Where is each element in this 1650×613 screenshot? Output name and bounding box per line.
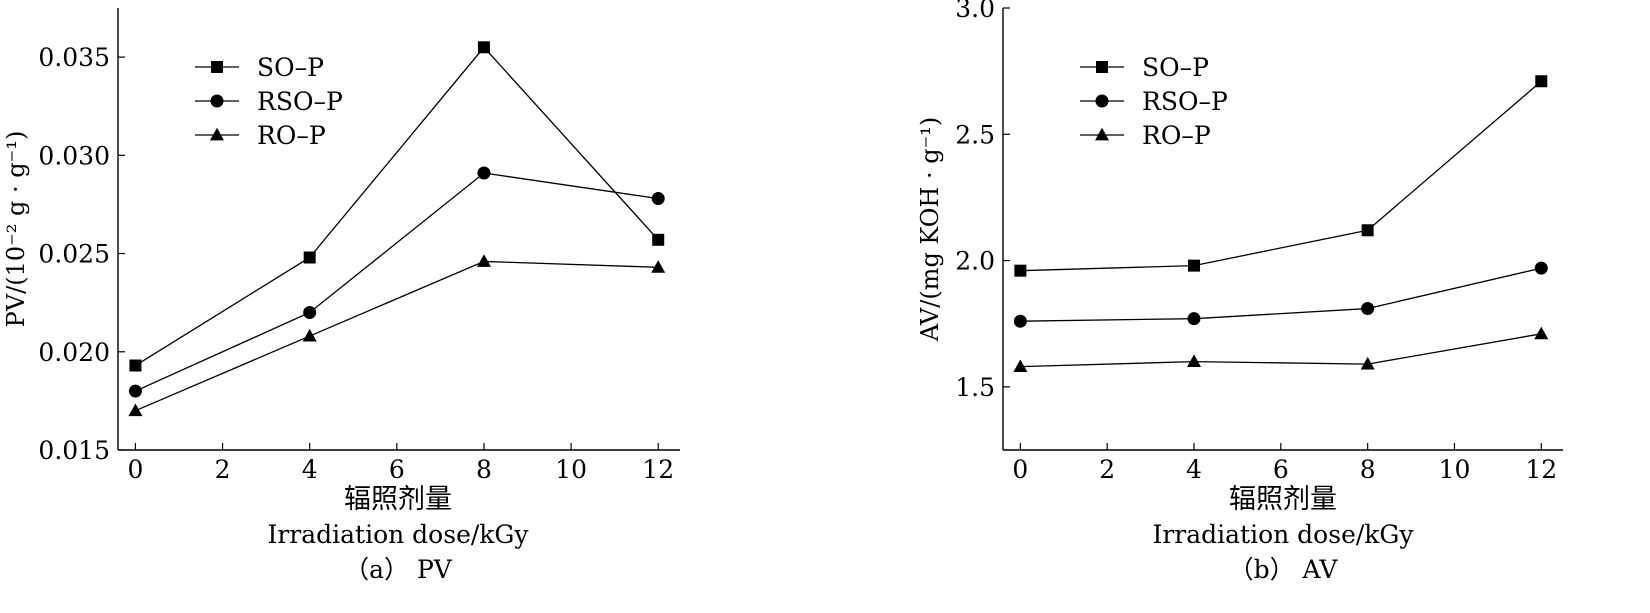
y-tick-label: 0.030 bbox=[38, 141, 110, 170]
data-point bbox=[1013, 314, 1027, 328]
legend-marker bbox=[1095, 94, 1109, 108]
data-point bbox=[1188, 259, 1201, 272]
data-point bbox=[1014, 264, 1027, 277]
x-tick-label: 10 bbox=[555, 455, 587, 484]
data-point bbox=[1534, 261, 1548, 275]
data-point bbox=[652, 233, 665, 246]
legend-marker bbox=[211, 61, 223, 73]
series-circle bbox=[128, 166, 665, 398]
y-tick-label: 0.020 bbox=[38, 338, 110, 367]
legend-marker bbox=[1096, 61, 1108, 73]
legend-label: RO–P bbox=[1142, 121, 1211, 150]
legend-marker bbox=[1095, 127, 1109, 141]
data-point bbox=[1534, 326, 1549, 340]
x-axis-title-en: Irradiation dose/kGy bbox=[267, 520, 529, 549]
data-point bbox=[129, 359, 142, 372]
data-point bbox=[651, 260, 666, 273]
series-circle bbox=[1013, 261, 1548, 328]
y-axis-title: AV/(mg KOH · g⁻¹) bbox=[916, 117, 944, 342]
legend-label: RO–P bbox=[257, 121, 326, 150]
data-point bbox=[1013, 359, 1028, 373]
series-square bbox=[129, 41, 665, 372]
series-line bbox=[135, 260, 659, 412]
series-line bbox=[135, 46, 659, 367]
series-line bbox=[1020, 80, 1542, 272]
panel-caption: （b） AV bbox=[1229, 555, 1339, 584]
x-tick-label: 8 bbox=[476, 455, 492, 484]
legend-label: RSO–P bbox=[257, 87, 343, 116]
legend-marker bbox=[210, 94, 224, 108]
y-tick-label: 0.015 bbox=[38, 436, 110, 465]
x-axis-title-cn: 辐照剂量 bbox=[1229, 484, 1337, 515]
data-point bbox=[1360, 356, 1375, 370]
legend: SO–P RSO–P RO–P bbox=[1080, 53, 1228, 150]
x-tick-label: 4 bbox=[1186, 455, 1202, 484]
x-tick-label: 0 bbox=[1012, 455, 1028, 484]
data-point bbox=[1361, 302, 1375, 316]
chart-panel-a: 0.015 0.020 0.025 0.030 0.035 0 2 4 6 8 10 12 SO–P RS… bbox=[2, 8, 680, 584]
series-triangle bbox=[1013, 326, 1549, 373]
data-point bbox=[128, 403, 143, 417]
series-triangle bbox=[128, 254, 666, 417]
y-tick-label: 0.025 bbox=[38, 240, 110, 269]
y-tick-label: 2.5 bbox=[955, 120, 995, 149]
data-point bbox=[651, 192, 665, 206]
legend-marker bbox=[210, 127, 224, 141]
x-tick-label: 8 bbox=[1360, 455, 1376, 484]
data-point bbox=[303, 251, 316, 264]
x-tick-label: 4 bbox=[302, 455, 318, 484]
data-point bbox=[476, 254, 491, 267]
y-axis-title: PV/(10⁻² g · g⁻¹) bbox=[2, 131, 30, 328]
y-tick-label: 3.0 bbox=[955, 0, 995, 23]
series-line bbox=[135, 172, 659, 392]
data-point bbox=[477, 41, 490, 54]
x-tick-label: 6 bbox=[1273, 455, 1289, 484]
legend: SO–P RSO–P RO–P bbox=[195, 53, 343, 150]
legend-label: SO–P bbox=[257, 53, 324, 82]
data-point bbox=[1361, 224, 1374, 237]
data-point bbox=[303, 305, 317, 319]
x-tick-label: 10 bbox=[1439, 455, 1471, 484]
legend-label: RSO–P bbox=[1142, 87, 1228, 116]
data-point bbox=[1535, 75, 1548, 88]
data-point bbox=[477, 166, 491, 180]
x-tick-label: 2 bbox=[1099, 455, 1115, 484]
data-point bbox=[1187, 312, 1201, 326]
data-point bbox=[1187, 354, 1202, 367]
x-axis-title-en: Irradiation dose/kGy bbox=[1152, 520, 1414, 549]
x-tick-label: 0 bbox=[127, 455, 143, 484]
x-tick-label: 2 bbox=[215, 455, 231, 484]
x-axis-title-cn: 辐照剂量 bbox=[344, 484, 452, 515]
series-line bbox=[1020, 267, 1542, 322]
y-tick-label: 1.5 bbox=[955, 373, 995, 402]
data-point bbox=[128, 384, 142, 398]
data-point bbox=[302, 328, 317, 342]
series-square bbox=[1014, 75, 1548, 277]
x-tick-label: 6 bbox=[389, 455, 405, 484]
y-tick-label: 0.035 bbox=[38, 43, 110, 72]
chart-panel-b: 1.5 2.0 2.5 3.0 0 2 4 6 8 10 12 SO–P RSO–P RO–P AV/(mg… bbox=[916, 0, 1563, 584]
y-tick-label: 2.0 bbox=[955, 247, 995, 276]
panel-caption: （a） PV bbox=[344, 555, 453, 584]
series-line bbox=[1020, 333, 1542, 368]
legend-label: SO–P bbox=[1142, 53, 1209, 82]
x-tick-label: 12 bbox=[642, 455, 674, 484]
x-tick-label: 12 bbox=[1525, 455, 1557, 484]
